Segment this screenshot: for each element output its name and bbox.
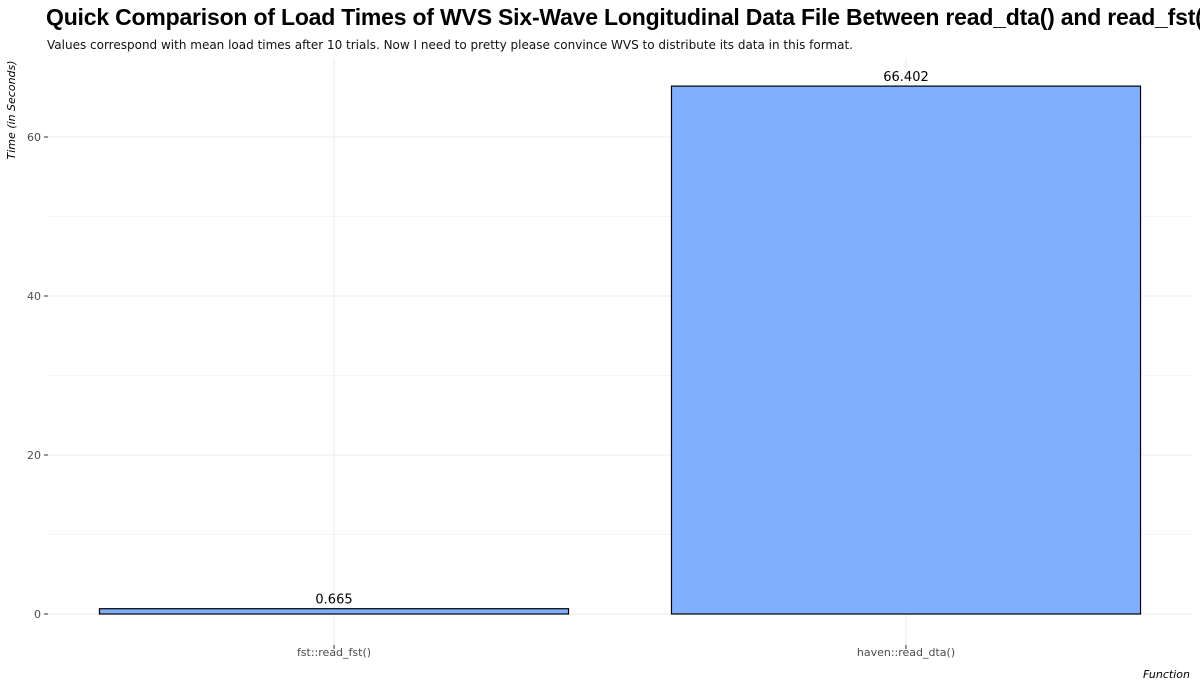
y-tick-label: 20 bbox=[27, 449, 41, 462]
x-tick-label: haven::read_dta() bbox=[857, 646, 955, 659]
chart-title: Quick Comparison of Load Times of WVS Si… bbox=[46, 4, 1200, 30]
bar bbox=[670, 85, 1142, 615]
y-tick-label: 60 bbox=[27, 131, 41, 144]
x-axis-title: Function bbox=[1143, 668, 1190, 681]
bars bbox=[98, 85, 1142, 615]
y-axis-title: Time (in Seconds) bbox=[5, 60, 18, 159]
y-tick-label: 0 bbox=[34, 608, 41, 621]
chart-subtitle: Values correspond with mean load times a… bbox=[47, 38, 853, 52]
bar-value-label: 0.665 bbox=[315, 593, 352, 608]
bar bbox=[98, 608, 570, 615]
y-tick-label: 40 bbox=[27, 290, 41, 303]
data-labels: 0.665 66.402 bbox=[315, 70, 928, 608]
bar-value-label: 66.402 bbox=[883, 70, 929, 85]
x-tick-label: fst::read_fst() bbox=[297, 646, 371, 659]
